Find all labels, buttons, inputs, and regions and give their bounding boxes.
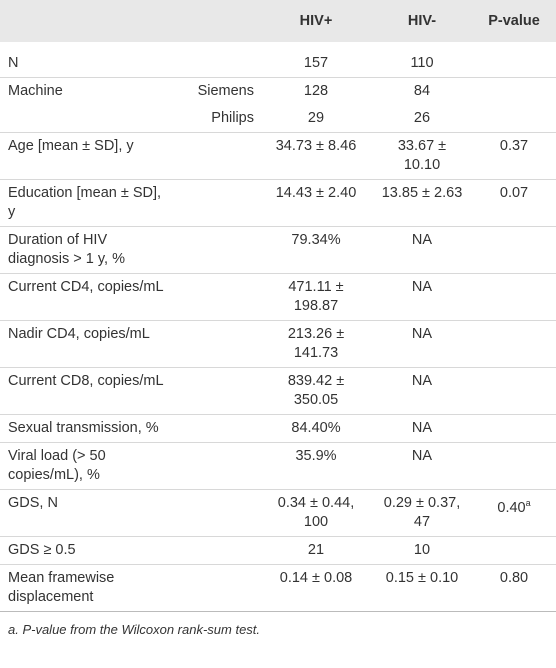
table-cell: 14.43 ± 2.40 [260, 179, 372, 227]
table-cell: Mean framewise displacement [0, 564, 172, 611]
table-cell [472, 414, 556, 443]
table-cell [472, 273, 556, 321]
table-row: GDS ≥ 0.5 21 10 [0, 536, 556, 565]
table-row: Philips 29 26 [0, 105, 556, 133]
table-cell: 84.40% [260, 414, 372, 443]
table-cell: 0.29 ± 0.37, 47 [372, 489, 472, 537]
table-cell [472, 105, 556, 133]
table-cell: Current CD4, copies/mL [0, 273, 172, 321]
table-row: Education [mean ± SD], y 14.43 ± 2.40 13.8… [0, 179, 556, 227]
table-cell: 471.11 ± 198.87 [260, 273, 372, 321]
table-cell: 839.42 ± 350.05 [260, 367, 372, 415]
table-cell [472, 320, 556, 368]
table-cell: 84 [372, 77, 472, 105]
table-cell: GDS ≥ 0.5 [0, 536, 172, 565]
table-cell [172, 414, 260, 443]
table-row: Duration of HIV diagnosis > 1 y, % 79.34%… [0, 226, 556, 274]
table-cell: 0.80 [472, 564, 556, 611]
header-row: HIV+ HIV- P-value [0, 0, 556, 42]
cell-value: 0.40 [497, 499, 526, 516]
table-row: N 157 110 [0, 42, 556, 78]
table-cell: NA [372, 367, 472, 415]
table-cell: Nadir CD4, copies/mL [0, 320, 172, 368]
table-row: Age [mean ± SD], y 34.73 ± 8.46 33.67 ± 10… [0, 132, 556, 180]
table-cell: 21 [260, 536, 372, 565]
table-cell [472, 77, 556, 105]
table-cell: 26 [413, 110, 431, 126]
table-cell: NA [372, 273, 472, 321]
table-cell: Education [mean ± SD], y [0, 179, 172, 227]
table-cell: NA [372, 320, 472, 368]
header-cell [0, 0, 172, 42]
table-cell: 128 [260, 77, 372, 105]
table-cell: 0.14 ± 0.08 [260, 564, 372, 611]
table-row: Mean framewise displacement 0.14 ± 0.08 0.… [0, 564, 556, 611]
header-cell: HIV+ [260, 0, 372, 42]
table-cell: Philips [211, 110, 254, 126]
footnote: a. P-value from the Wilcoxon rank-sum te… [0, 611, 556, 647]
table-cell [472, 367, 556, 415]
table-cell: 0.34 ± 0.44, 100 [260, 489, 372, 537]
table-cell [172, 564, 260, 611]
table-cell: 213.26 ± 141.73 [260, 320, 372, 368]
table-cell: Duration of HIV diagnosis > 1 y, % [0, 226, 172, 274]
table-cell: 13.85 ± 2.63 [372, 179, 472, 227]
table-cell: 0.15 ± 0.10 [372, 564, 472, 611]
table-cell [172, 442, 260, 490]
table-cell: NA [372, 226, 472, 274]
table-cell: GDS, N [0, 489, 172, 537]
table-cell [172, 179, 260, 227]
data-table: HIV+ HIV- P-value N 157 110 Machine Siemens 128… [0, 0, 556, 611]
table-cell: 0.40a [472, 489, 556, 537]
table-cell: 29 [307, 110, 325, 126]
table-cell: Machine [0, 77, 172, 105]
table-cell: 34.73 ± 8.46 [260, 132, 372, 180]
table-cell [172, 132, 260, 180]
table-cell [172, 489, 260, 537]
table-cell: NA [372, 414, 472, 443]
footnote-mark: a [525, 498, 531, 508]
table-row: Machine Siemens 128 84 [0, 77, 556, 105]
table-cell [172, 367, 260, 415]
table-cell: 10 [372, 536, 472, 565]
table-cell: Current CD8, copies/mL [0, 367, 172, 415]
table-row: Current CD4, copies/mL 471.11 ± 198.87 NA [0, 273, 556, 321]
table-cell [472, 442, 556, 490]
header-cell [172, 0, 260, 42]
table-cell: Siemens [172, 77, 260, 105]
table-cell: N [8, 55, 19, 71]
table-cell [0, 105, 172, 133]
table-cell: 0.37 [472, 132, 556, 180]
table-cell [172, 273, 260, 321]
table-row: Current CD8, copies/mL 839.42 ± 350.05 NA [0, 367, 556, 415]
table-cell: 35.9% [260, 442, 372, 490]
table-row: GDS, N 0.34 ± 0.44, 100 0.29 ± 0.37, 47 0.4… [0, 489, 556, 537]
table-cell: 79.34% [260, 226, 372, 274]
table-cell [172, 536, 260, 565]
table-cell [172, 320, 260, 368]
table-cell: 110 [410, 55, 434, 71]
table-cell: Viral load (> 50 copies/mL), % [0, 442, 172, 490]
table-cell: NA [372, 442, 472, 490]
table-cell: Age [mean ± SD], y [0, 132, 172, 180]
table-cell: 33.67 ± 10.10 [372, 132, 472, 180]
table-cell [472, 536, 556, 565]
table-row: Viral load (> 50 copies/mL), % 35.9% NA [0, 442, 556, 490]
table-cell: Sexual transmission, % [0, 414, 172, 443]
table-cell: 0.07 [472, 179, 556, 227]
header-cell: HIV- [372, 0, 472, 42]
table-cell [472, 226, 556, 274]
table-row: Nadir CD4, copies/mL 213.26 ± 141.73 NA [0, 320, 556, 368]
table-cell [172, 226, 260, 274]
table-cell [472, 42, 556, 78]
table-row: Sexual transmission, % 84.40% NA [0, 414, 556, 443]
table-cell [172, 42, 260, 78]
table-cell: 157 [303, 55, 329, 71]
header-cell: P-value [472, 0, 556, 42]
